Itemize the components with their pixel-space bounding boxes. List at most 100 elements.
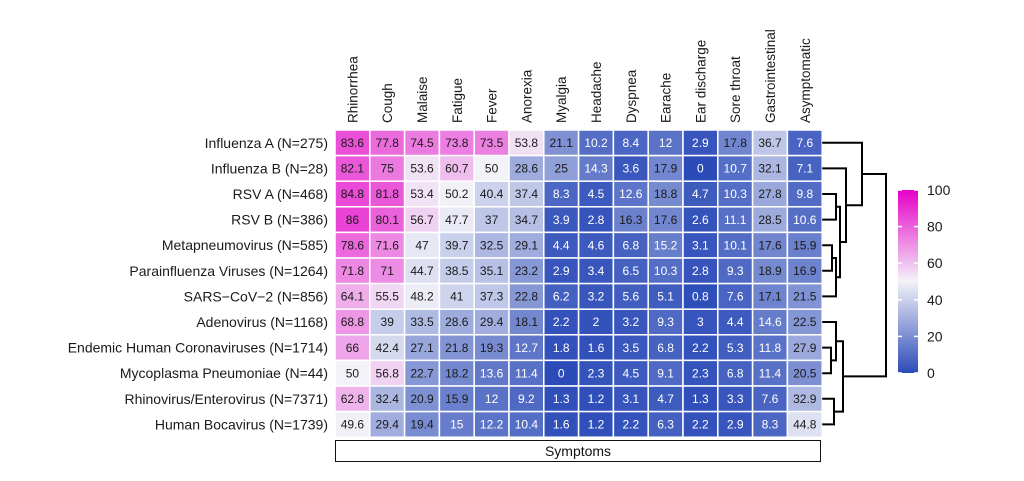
cell-value-label: 14.6 — [758, 315, 782, 329]
legend-colorbar — [898, 190, 918, 373]
heatmap-cell — [473, 282, 510, 310]
cell-value-label: 82.1 — [341, 162, 365, 176]
legend-tick-label: 60 — [927, 255, 943, 271]
cell-value-label: 71.6 — [376, 238, 400, 252]
cell-value-label: 84.8 — [341, 187, 365, 201]
heatmap-cell — [786, 206, 823, 234]
dendrogram-branch — [822, 397, 835, 426]
cell-value-label: 13.6 — [480, 366, 504, 380]
cell-value-label: 19.4 — [410, 418, 434, 432]
color-legend: 0 20 40 60 80 100 — [898, 182, 951, 381]
cell-value-label: 29.4 — [376, 418, 400, 432]
cell-value-label: 22.5 — [793, 315, 817, 329]
heatmap-cell — [786, 410, 823, 438]
cell-value-label: 3.2 — [588, 290, 605, 304]
cell-value-label: 9.3 — [727, 264, 744, 278]
cell-value-label: 17.8 — [724, 136, 748, 150]
row-label: SARS−CoV−2 (N=856) — [184, 288, 328, 304]
cell-value-label: 12.7 — [515, 341, 539, 355]
heatmap-cell — [543, 410, 580, 438]
cell-value-label: 40.4 — [480, 187, 504, 201]
row-labels: Influenza A (N=275) Influenza B (N=28) RSV… — [68, 135, 328, 433]
heatmap-cell — [473, 385, 510, 413]
cell-value-label: 11.4 — [515, 366, 538, 380]
cell-value-label: 2.9 — [553, 264, 570, 278]
cell-value-label: 2.8 — [692, 264, 709, 278]
cell-value-label: 60.7 — [445, 162, 469, 176]
dendrogram-branch — [822, 141, 863, 207]
cell-value-label: 7.1 — [796, 162, 813, 176]
heatmap-cell — [682, 231, 719, 259]
cell-value-label: 15.2 — [654, 238, 678, 252]
cell-value-label: 25 — [555, 162, 569, 176]
column-label: Anorexia — [519, 69, 534, 123]
heatmap-cell — [334, 180, 371, 208]
heatmap-cell — [577, 206, 615, 234]
heatmap-cell — [612, 206, 649, 234]
cell-value-label: 50 — [346, 366, 360, 380]
cell-value-label: 2.2 — [622, 418, 639, 432]
cell-value-label: 1.6 — [588, 341, 605, 355]
cell-value-label: 9.3 — [657, 315, 674, 329]
column-label: Sore throat — [728, 56, 743, 123]
column-label: Fatigue — [450, 78, 465, 123]
row-label: Adenovirus (N=1168) — [196, 314, 328, 330]
cell-value-label: 4.5 — [588, 187, 605, 201]
cell-value-label: 11.4 — [759, 366, 782, 380]
cell-value-label: 22.7 — [410, 366, 434, 380]
legend-tick-label: 20 — [927, 328, 943, 344]
cell-value-label: 12 — [659, 136, 673, 150]
cell-value-label: 7.6 — [727, 290, 744, 304]
cell-value-label: 18.2 — [445, 366, 469, 380]
row-label: RSV A (N=468) — [233, 186, 328, 202]
heatmap-cell — [473, 154, 510, 182]
cell-value-label: 27.1 — [410, 341, 434, 355]
heatmap-cell — [334, 359, 371, 387]
cell-value-label: 1.8 — [553, 341, 570, 355]
cell-value-label: 0 — [697, 162, 704, 176]
cell-value-label: 71 — [381, 264, 395, 278]
cell-value-label: 9.8 — [796, 187, 813, 201]
heatmap-cell — [612, 410, 649, 438]
heatmap-cell — [508, 206, 545, 234]
cell-value-label: 71.8 — [341, 264, 365, 278]
cell-value-label: 6.8 — [657, 341, 674, 355]
cell-value-label: 5.6 — [622, 290, 639, 304]
cell-value-label: 2 — [593, 315, 600, 329]
cell-value-label: 42.4 — [376, 341, 400, 355]
cell-value-label: 19.3 — [480, 341, 504, 355]
cell-value-label: 39 — [381, 315, 395, 329]
cell-value-label: 9.2 — [518, 392, 535, 406]
cell-value-label: 2.2 — [692, 418, 709, 432]
heatmap-cell — [717, 257, 754, 285]
cell-value-label: 4.6 — [588, 238, 605, 252]
cell-value-label: 10.3 — [724, 187, 748, 201]
column-label: Gastrointestinal — [763, 29, 778, 123]
cell-value-label: 48.2 — [410, 290, 434, 304]
row-label: RSV B (N=386) — [231, 212, 328, 228]
row-label: Metapneumovirus (N=585) — [162, 237, 328, 253]
heatmap-cell — [369, 410, 406, 438]
cell-value-label: 35.1 — [480, 264, 504, 278]
cell-value-label: 32.4 — [376, 392, 400, 406]
legend-tick-label: 100 — [927, 182, 951, 198]
row-dendrogram — [822, 141, 887, 426]
cell-value-label: 10.1 — [724, 238, 748, 252]
cell-value-label: 1.6 — [553, 418, 570, 432]
cell-value-label: 15.9 — [793, 238, 817, 252]
cell-value-label: 21.1 — [550, 136, 574, 150]
heatmap-cell — [403, 385, 441, 413]
heatmap-cell — [786, 334, 823, 362]
cell-value-label: 2.2 — [692, 341, 709, 355]
heatmap-cell — [577, 385, 615, 413]
cell-value-label: 50 — [485, 162, 499, 176]
cell-value-label: 28.5 — [758, 213, 782, 227]
dendrogram-branch — [822, 346, 832, 375]
heatmap-cell — [473, 308, 510, 336]
cell-value-label: 3.2 — [622, 315, 639, 329]
heatmap-cell — [682, 257, 719, 285]
cell-value-label: 23.2 — [515, 264, 539, 278]
heatmap-cell — [647, 231, 684, 259]
row-label: Endemic Human Coronaviruses (N=1714) — [68, 340, 328, 356]
cell-value-label: 27.9 — [793, 341, 817, 355]
